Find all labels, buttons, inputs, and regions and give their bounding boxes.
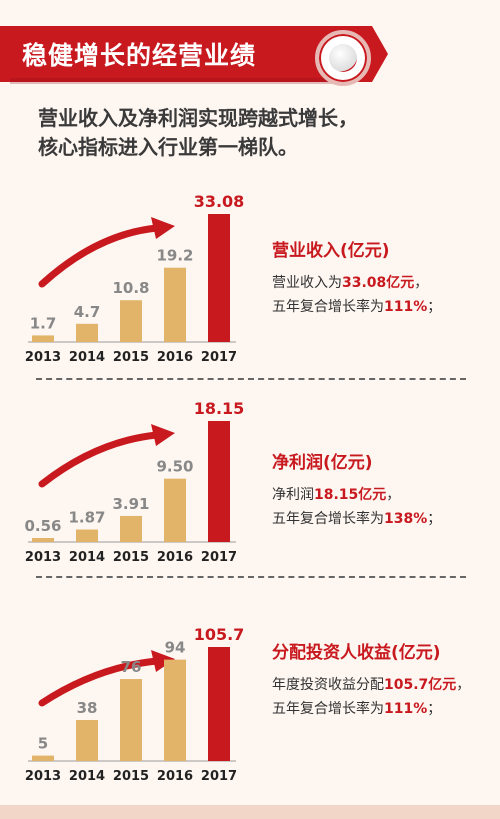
value-label: 5 — [38, 735, 48, 753]
growth-arrow-head — [151, 424, 175, 446]
year-label: 2013 — [25, 550, 61, 565]
year-label: 2013 — [25, 769, 61, 784]
net-profit-growth-line: 五年复合增长率为138%； — [272, 507, 441, 531]
net-profit-value-prefix: 净利润 — [272, 487, 314, 503]
bar-2016 — [164, 659, 186, 761]
year-label: 2017 — [201, 550, 237, 565]
section-divider — [36, 378, 466, 380]
year-label: 2014 — [69, 550, 105, 565]
value-label: 4.7 — [74, 303, 101, 321]
bar-2017 — [208, 421, 230, 542]
year-label: 2015 — [113, 550, 149, 565]
revenue-title: 营业收入(亿元) — [272, 241, 390, 261]
year-label: 2014 — [69, 769, 105, 784]
investor-returns-chart: 5 2013 38 2014 76 2015 94 2016 105.7 2017 — [25, 625, 245, 784]
growth-arrow-head — [151, 650, 175, 672]
year-label: 2013 — [25, 350, 61, 365]
net-profit-growth-suffix: ； — [427, 511, 442, 527]
bar-2015 — [120, 515, 142, 542]
year-label: 2017 — [201, 350, 237, 365]
value-label: 105.7 — [194, 625, 245, 644]
investor-returns-growth-prefix: 五年复合增长率为 — [272, 701, 384, 717]
bar-2013 — [32, 538, 54, 542]
net-profit-value: 18.15亿元 — [314, 487, 387, 503]
bar-2015 — [120, 300, 142, 342]
bar-2014 — [76, 529, 98, 542]
investor-returns-growth-value: 111% — [384, 701, 428, 717]
investor-returns-value: 105.7亿元 — [384, 677, 457, 693]
revenue-chart: 1.7 2013 4.7 2014 10.8 2015 19.2 2016 33.08 2017 — [25, 192, 245, 365]
bar-2013 — [32, 755, 54, 761]
revenue-value-prefix: 营业收入为 — [272, 275, 342, 291]
growth-arrow-head — [151, 217, 175, 239]
growth-arrow — [38, 224, 161, 288]
revenue-growth-suffix: ； — [427, 299, 442, 315]
value-label: 0.56 — [24, 517, 61, 535]
section-divider — [36, 576, 466, 578]
bar-2017 — [208, 214, 230, 342]
bar-2015 — [120, 679, 142, 761]
year-label: 2016 — [157, 550, 193, 565]
year-label: 2016 — [157, 350, 193, 365]
bottom-band — [0, 805, 500, 819]
investor-returns-title: 分配投资人收益(亿元) — [272, 643, 441, 663]
value-label: 3.91 — [112, 495, 149, 513]
value-label: 19.2 — [156, 247, 193, 265]
year-label: 2016 — [157, 769, 193, 784]
growth-arrow — [38, 657, 161, 707]
value-label: 33.08 — [194, 192, 245, 211]
investor-returns-description: 分配投资人收益(亿元) 年度投资收益分配105.7亿元， 五年复合增长率为111… — [272, 638, 470, 721]
year-label: 2014 — [69, 350, 105, 365]
net-profit-value-suffix: ， — [386, 487, 401, 503]
value-label: 1.7 — [30, 314, 57, 332]
investor-returns-value-line: 年度投资收益分配105.7亿元， — [272, 673, 470, 697]
value-label: 1.87 — [68, 509, 105, 527]
value-label: 76 — [121, 658, 142, 676]
revenue-growth-value: 111% — [384, 299, 428, 315]
bar-2016 — [164, 478, 186, 542]
investor-returns-growth-line: 五年复合增长率为111%； — [272, 697, 470, 721]
net-profit-value-line: 净利润18.15亿元， — [272, 483, 441, 507]
investor-returns-value-prefix: 年度投资收益分配 — [272, 677, 384, 693]
year-label: 2017 — [201, 769, 237, 784]
ribbon-shadow — [10, 78, 340, 84]
value-label: 18.15 — [194, 399, 245, 418]
net-profit-growth-prefix: 五年复合增长率为 — [272, 511, 384, 527]
value-label: 9.50 — [156, 458, 193, 476]
revenue-value: 33.08亿元 — [342, 275, 415, 291]
bar-2014 — [76, 323, 98, 342]
net-profit-description: 净利润(亿元) 净利润18.15亿元， 五年复合增长率为138%； — [272, 448, 441, 531]
year-label: 2015 — [113, 350, 149, 365]
value-label: 94 — [165, 639, 186, 657]
net-profit-chart: 0.56 2013 1.87 2014 3.91 2015 9.50 2016 18.15 201… — [24, 399, 245, 565]
bar-2014 — [76, 720, 98, 761]
revenue-growth-prefix: 五年复合增长率为 — [272, 299, 384, 315]
bar-2016 — [164, 267, 186, 342]
investor-returns-value-suffix: ， — [456, 677, 471, 693]
net-profit-title: 净利润(亿元) — [272, 453, 373, 473]
investor-returns-growth-suffix: ； — [427, 701, 442, 717]
revenue-growth-line: 五年复合增长率为111%； — [272, 295, 441, 319]
growth-arrow — [38, 431, 161, 488]
bar-2017 — [208, 647, 230, 761]
value-label: 38 — [77, 699, 98, 717]
bar-2013 — [32, 335, 54, 342]
page-title: 稳健增长的经营业绩 — [22, 41, 257, 70]
intro-text: 营业收入及净利润实现跨越式增长， 核心指标进入行业第一梯队。 — [38, 104, 358, 162]
circle-badge-icon — [315, 30, 371, 86]
year-label: 2015 — [113, 769, 149, 784]
revenue-description: 营业收入(亿元) 营业收入为33.08亿元， 五年复合增长率为111%； — [272, 236, 441, 319]
intro-line-1: 营业收入及净利润实现跨越式增长， — [38, 106, 358, 130]
value-label: 10.8 — [112, 279, 149, 297]
revenue-value-suffix: ， — [414, 275, 429, 291]
net-profit-growth-value: 138% — [384, 511, 428, 527]
revenue-value-line: 营业收入为33.08亿元， — [272, 271, 441, 295]
intro-line-2: 核心指标进入行业第一梯队。 — [38, 135, 298, 159]
